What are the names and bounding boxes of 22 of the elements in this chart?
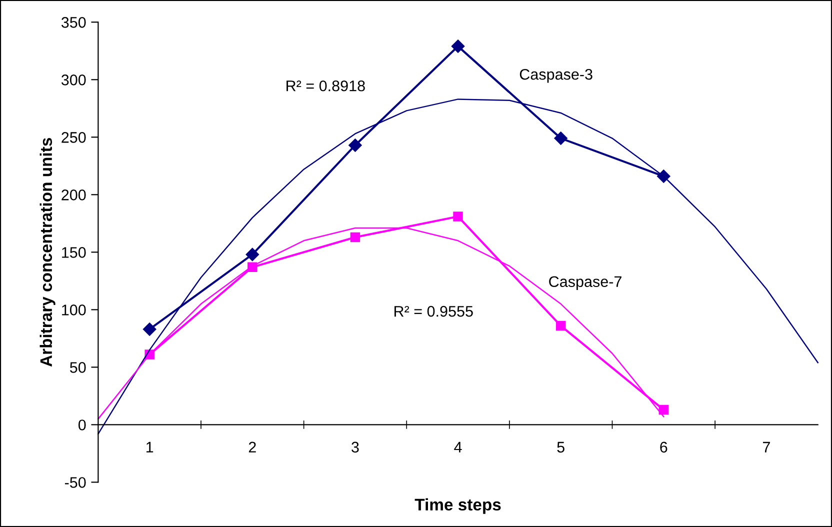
- x-tick-label: 3: [352, 442, 359, 453]
- series-label: Caspase-3: [520, 68, 592, 83]
- x-tick-label: 7: [762, 442, 770, 452]
- x-tick-label: 2: [248, 442, 256, 452]
- y-tick-label: 200: [62, 190, 86, 200]
- y-tick-label: 300: [61, 74, 86, 86]
- y-tick-label: -50: [64, 477, 86, 488]
- y-axis-title: Arbitrary concentration units: [40, 138, 56, 367]
- x-tick-label: 1: [146, 442, 154, 452]
- annotation: R² = 0.9555: [394, 306, 473, 317]
- y-tick-label: 250: [62, 132, 86, 143]
- series-label: Caspase-7: [549, 276, 622, 290]
- x-axis-title: Time steps: [414, 498, 501, 514]
- x-tick-label: 6: [660, 442, 668, 453]
- y-tick-label: 50: [70, 362, 86, 373]
- y-tick-label: 0: [78, 420, 86, 430]
- x-tick-label: 5: [557, 442, 564, 453]
- x-tick-label: 4: [454, 442, 462, 452]
- y-tick-label: 350: [61, 17, 86, 28]
- y-tick-label: 100: [62, 304, 86, 316]
- annotation: R² = 0.8918: [286, 80, 365, 92]
- y-tick-label: 150: [62, 247, 86, 258]
